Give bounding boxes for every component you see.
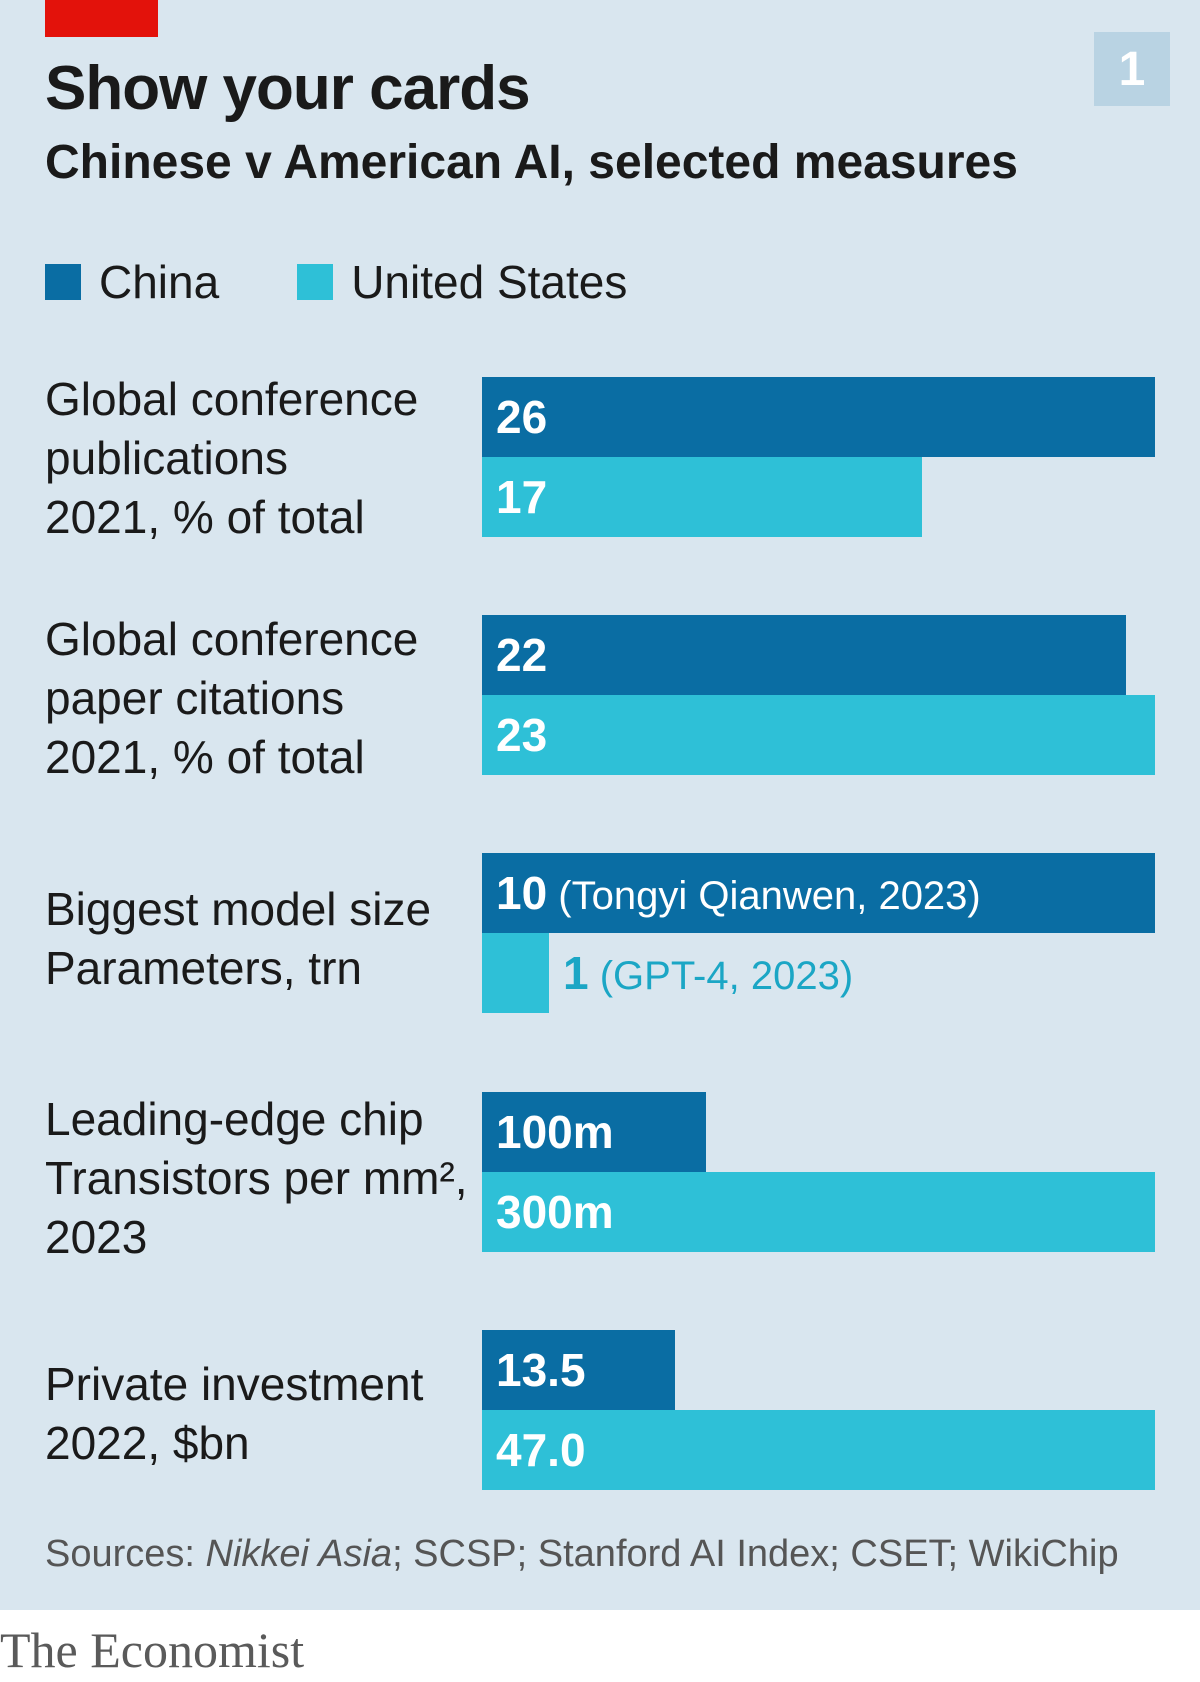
group-1-label-main: Global conference publications: [45, 373, 419, 484]
group-3-label: Biggest model size Parameters, trn: [45, 880, 485, 998]
group-5-label-main: Private investment: [45, 1358, 424, 1410]
group-3-value-number: 1: [563, 947, 589, 999]
group-2-value-china: 22: [496, 615, 547, 695]
group-5-label: Private investment 2022, $bn: [45, 1355, 485, 1473]
chart-title: Show your cards: [45, 54, 531, 123]
group-3-label-main: Biggest model size: [45, 883, 432, 935]
group-4-value-china: 100m: [496, 1092, 614, 1172]
group-3-value-number: 10: [496, 867, 548, 919]
group-1-value-number: 17: [496, 471, 548, 523]
group-4-label-sub: Transistors per mm², 2023: [45, 1152, 468, 1263]
group-5-value-number: 47.0: [496, 1424, 586, 1476]
group-2-label-sub: 2021, % of total: [45, 731, 365, 783]
group-3-value-china: 10 (Tongyi Qianwen, 2023): [496, 853, 981, 936]
bar-groups: Global conference publications 2021, % of…: [45, 370, 1155, 1490]
group-5-bar-china: [482, 1330, 675, 1410]
group-4-bar-united-states: [482, 1172, 1155, 1252]
brand-logo-text: The Economist: [0, 1622, 305, 1678]
group-5-bar-united-states: [482, 1410, 1155, 1490]
legend-label-united-states: United States: [351, 256, 628, 308]
legend-swatch-united-states: [297, 264, 334, 300]
group-3-bar-china: [482, 853, 1155, 933]
group-1-label-sub: 2021, % of total: [45, 491, 365, 543]
group-2-value-number: 23: [496, 709, 548, 761]
source-italic: Nikkei Asia: [205, 1533, 393, 1575]
group-4-label-main: Leading-edge chip: [45, 1093, 424, 1145]
legend: China United States: [45, 254, 705, 310]
chart-subtitle: Chinese v American AI, selected measures: [45, 136, 1018, 189]
group-2-value-united-states: 23: [496, 695, 547, 775]
chart-panel: Show your cards Chinese v American AI, s…: [0, 0, 1200, 1610]
chart-number-badge: 1: [1094, 32, 1170, 106]
group-2-label-main: Global conference paper citations: [45, 613, 419, 724]
group-4-label: Leading-edge chip Transistors per mm², 20…: [45, 1090, 485, 1267]
source-note: Sources: Nikkei Asia; SCSP; Stanford AI …: [45, 1524, 1119, 1584]
group-4-value-united-states: 300m: [496, 1172, 614, 1252]
group-2-value-number: 22: [496, 629, 548, 681]
group-5-value-united-states: 47.0: [496, 1410, 586, 1490]
legend-item-china: China: [45, 254, 219, 310]
group-5-label-sub: 2022, $bn: [45, 1417, 250, 1469]
group-3-value-united-states: 1 (GPT-4, 2023): [563, 933, 853, 1016]
group-3-value-note: (GPT-4, 2023): [588, 954, 854, 998]
group-4-bar-china: [482, 1092, 706, 1172]
group-2-bar-china: [482, 615, 1126, 695]
group-1-value-number: 26: [496, 391, 548, 443]
legend-label-china: China: [99, 256, 220, 308]
group-2-label: Global conference paper citations 2021, %…: [45, 610, 485, 787]
group-3-value-note: (Tongyi Qianwen, 2023): [547, 874, 981, 918]
group-1-bar-united-states: [482, 457, 922, 537]
group-1-label: Global conference publications 2021, % of…: [45, 370, 485, 547]
legend-item-united-states: United States: [297, 254, 627, 310]
group-4-value-number: 300m: [496, 1186, 614, 1238]
group-3-bar-united-states: [482, 933, 549, 1013]
source-prefix: Sources:: [45, 1533, 206, 1575]
red-tag-bar: [45, 0, 158, 37]
source-rest: ; SCSP; Stanford AI Index; CSET; WikiChi…: [392, 1533, 1119, 1575]
group-1-value-united-states: 17: [496, 457, 547, 537]
group-4-value-number: 100m: [496, 1106, 614, 1158]
group-5-value-china: 13.5: [496, 1330, 586, 1410]
legend-swatch-china: [45, 264, 81, 300]
group-2-bar-united-states: [482, 695, 1155, 775]
group-3-label-sub: Parameters, trn: [45, 942, 362, 994]
group-5-value-number: 13.5: [496, 1344, 586, 1396]
group-1-bar-china: [482, 377, 1155, 457]
group-1-value-china: 26: [496, 377, 547, 457]
